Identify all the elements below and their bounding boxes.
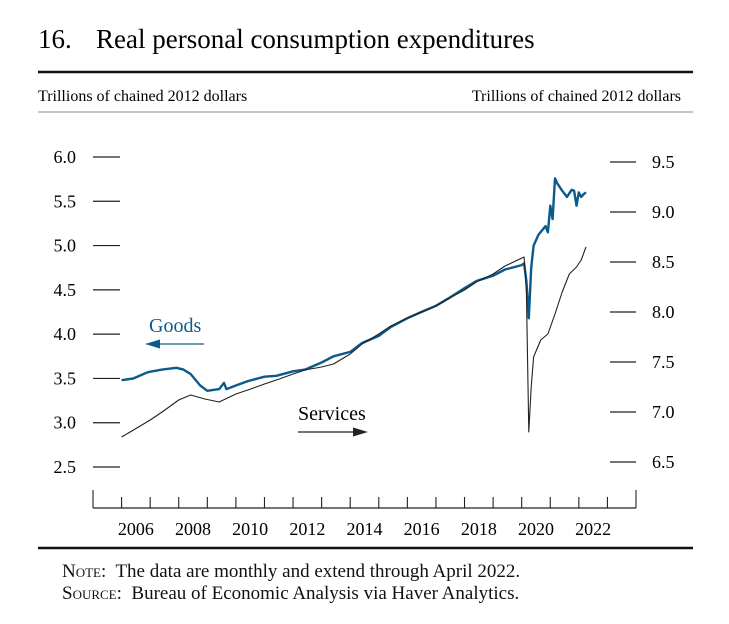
services-annotation: Services — [298, 403, 366, 425]
left-tick-label: 3.5 — [54, 368, 77, 388]
right-tick-label: 7.0 — [652, 402, 675, 422]
goods-annotation: Goods — [149, 315, 201, 337]
right-tick-label: 9.0 — [652, 202, 675, 222]
left-tick-label: 6.0 — [54, 147, 77, 167]
goods-arrow-icon — [145, 339, 204, 349]
note-text: The data are monthly and extend through … — [115, 561, 521, 582]
right-tick-label: 8.5 — [652, 252, 675, 272]
right-tick-label: 9.5 — [652, 152, 675, 172]
right-axis-label: Trillions of chained 2012 dollars — [472, 88, 681, 105]
note-label: Note: — [62, 561, 107, 582]
chart-number: 16. — [38, 24, 72, 54]
source-text: Bureau of Economic Analysis via Haver An… — [131, 583, 520, 604]
left-tick-label: 5.5 — [54, 191, 77, 211]
axes: 6.0 5.5 5.0 4.5 4.0 3.5 3.0 2.5 9.5 9.0 8.5 8.0 7.5 7… — [54, 147, 675, 539]
x-tick-label: 2016 — [404, 519, 440, 539]
right-tick-label: 6.5 — [652, 452, 675, 472]
x-tick-label: 2010 — [232, 519, 268, 539]
x-tick-label: 2020 — [518, 519, 554, 539]
x-tick-label: 2018 — [461, 519, 497, 539]
left-tick-label: 2.5 — [54, 457, 77, 477]
right-tick-label: 8.0 — [652, 302, 675, 322]
note: Note: The data are monthly and extend th… — [62, 561, 520, 583]
left-tick-label: 5.0 — [54, 236, 77, 256]
x-tick-label: 2008 — [175, 519, 211, 539]
x-tick-label: 2014 — [347, 519, 383, 539]
x-tick-label: 2022 — [575, 519, 611, 539]
goods-line — [121, 177, 587, 392]
left-tick-label: 4.5 — [54, 280, 77, 300]
series-lines — [121, 177, 587, 438]
chart-title: Real personal consumption expenditures — [96, 24, 535, 54]
left-tick-label: 3.0 — [54, 413, 77, 433]
source: Source: Bureau of Economic Analysis via … — [62, 583, 519, 605]
left-tick-label: 4.0 — [54, 324, 77, 344]
services-arrow-icon — [298, 427, 368, 437]
source-label: Source: — [62, 583, 122, 604]
x-tick-label: 2012 — [289, 519, 325, 539]
x-tick-label: 2006 — [118, 519, 154, 539]
services-line — [121, 246, 587, 438]
left-axis-label: Trillions of chained 2012 dollars — [38, 88, 247, 105]
right-tick-label: 7.5 — [652, 352, 675, 372]
